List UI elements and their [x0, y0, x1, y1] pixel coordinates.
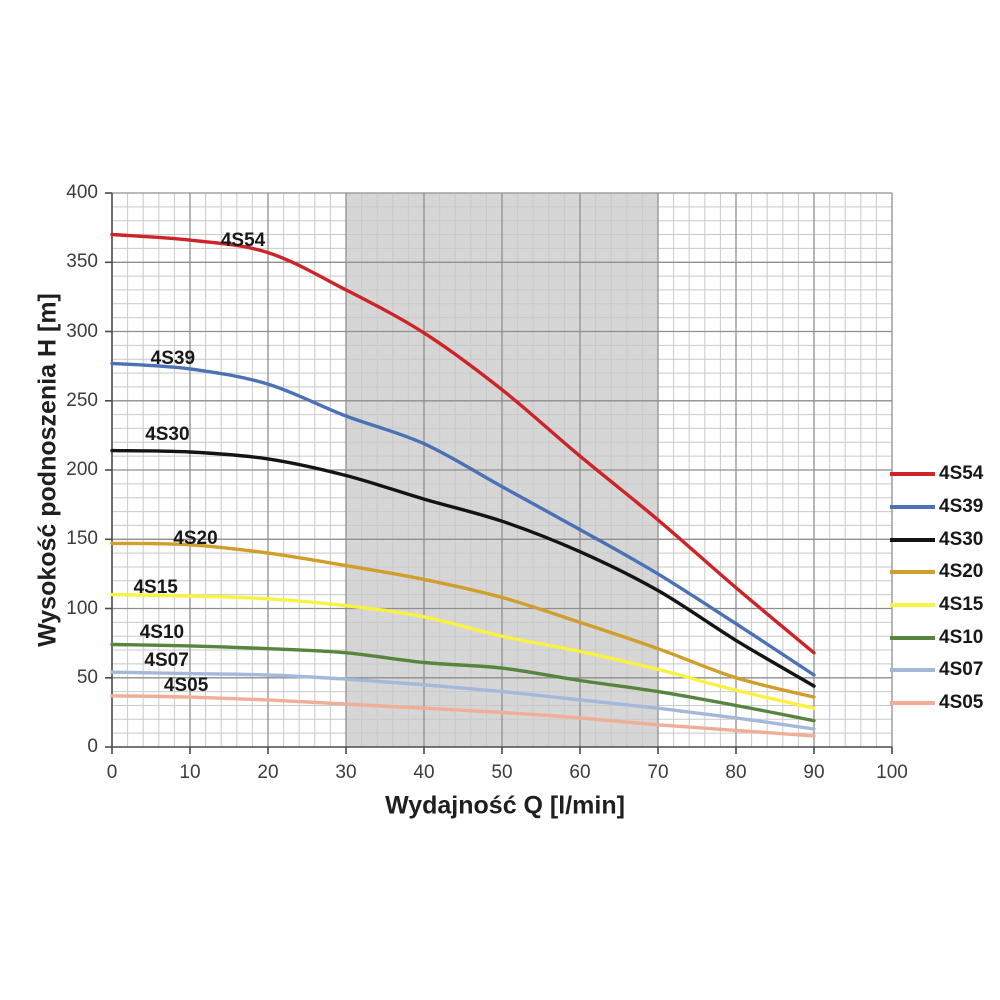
- legend-item-4s07: 4S07: [890, 654, 983, 687]
- legend-item-4s10: 4S10: [890, 621, 983, 654]
- legend-item-4s05: 4S05: [890, 687, 983, 720]
- y-tick-label: 0: [87, 736, 98, 757]
- y-tick-label: 50: [76, 666, 98, 688]
- y-tick-label: 300: [66, 320, 98, 342]
- y-tick-label: 350: [66, 251, 98, 273]
- y-axis-title: Wysokość podnoszenia H [m]: [33, 293, 62, 647]
- y-tick-label: 200: [66, 459, 98, 480]
- x-tick-label: 90: [803, 762, 825, 783]
- legend-swatch-4s07: [890, 668, 935, 673]
- x-tick-label: 50: [491, 762, 513, 783]
- curve-4s30: [110, 448, 816, 688]
- legend-swatch-4s10: [890, 635, 935, 640]
- y-tick-label: 150: [66, 528, 98, 550]
- x-tick-label: 60: [569, 762, 591, 783]
- curve-label-4s15: 4S15: [133, 576, 178, 598]
- curve-4s10: [110, 642, 816, 723]
- curve-label-4s54: 4S54: [220, 230, 266, 252]
- legend-item-4s15: 4S15: [890, 589, 983, 622]
- legend-item-4s20: 4S20: [890, 556, 983, 589]
- curve-label-4s07: 4S07: [144, 650, 189, 672]
- y-tick-label: 100: [66, 597, 98, 619]
- x-tick-label: 10: [179, 762, 201, 783]
- x-tick-label: 100: [876, 762, 908, 783]
- curve-4s05: [110, 694, 816, 738]
- legend-swatch-4s39: [890, 505, 935, 510]
- legend-label: 4S07: [939, 659, 984, 681]
- y-tick-label: 250: [66, 389, 98, 411]
- x-axis-title: Wydajność Q [l/min]: [385, 791, 625, 820]
- x-tick-label: 0: [106, 762, 118, 783]
- curve-4s54: [110, 232, 816, 655]
- x-tick-label: 30: [335, 762, 357, 783]
- curve-4s07: [110, 670, 816, 731]
- legend-label: 4S10: [939, 626, 984, 648]
- curve-label-4s30: 4S30: [145, 424, 190, 446]
- x-tick-label: 20: [257, 762, 279, 783]
- curve-label-4s10: 4S10: [139, 622, 185, 644]
- curve-label-4s20: 4S20: [173, 528, 218, 550]
- curve-4s39: [110, 361, 816, 677]
- legend-label: 4S30: [939, 528, 984, 550]
- legend-swatch-4s54: [890, 472, 935, 477]
- curve-label-4s39: 4S39: [150, 348, 196, 370]
- x-tick-label: 70: [647, 762, 669, 783]
- legend-label: 4S05: [939, 692, 984, 714]
- legend-item-4s30: 4S30: [890, 523, 983, 556]
- x-tick-label: 40: [413, 762, 435, 783]
- legend-swatch-4s15: [890, 603, 935, 608]
- legend-label: 4S20: [939, 561, 984, 583]
- legend-label: 4S54: [939, 463, 984, 485]
- y-tick-label: 400: [66, 182, 98, 203]
- legend-label: 4S39: [939, 496, 984, 518]
- legend-item-4s39: 4S39: [890, 491, 983, 524]
- x-tick-label: 80: [725, 762, 747, 783]
- legend-label: 4S15: [939, 594, 984, 616]
- legend: 4S54 4S39 4S30 4S20 4S15 4S10 4S07 4S05: [890, 458, 983, 720]
- curve-4s15: [110, 592, 816, 710]
- curve-label-4s05: 4S05: [163, 675, 209, 697]
- legend-item-4s54: 4S54: [890, 458, 983, 491]
- legend-swatch-4s20: [890, 570, 935, 575]
- curve-4s20: [110, 541, 816, 699]
- legend-swatch-4s30: [890, 537, 935, 542]
- legend-swatch-4s05: [890, 701, 935, 706]
